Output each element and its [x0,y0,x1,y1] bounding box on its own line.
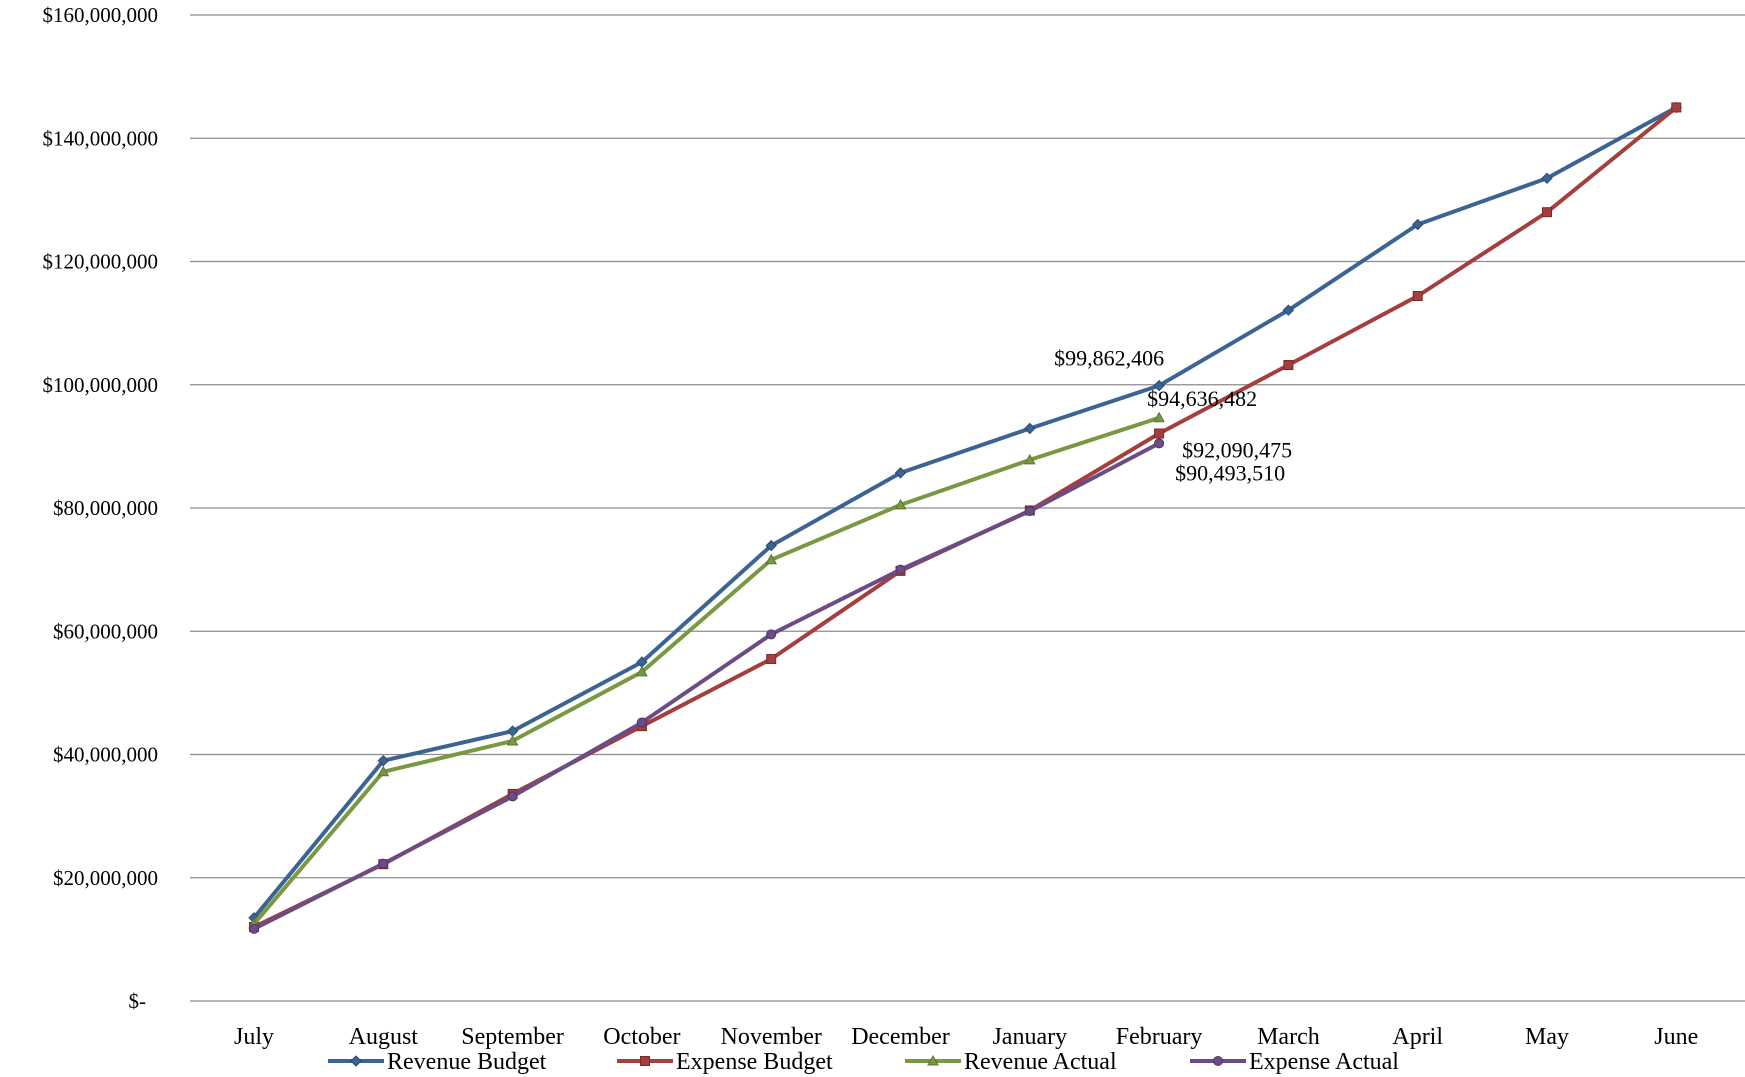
x-tick-label: June [1654,1024,1698,1050]
revenue-budget-point [1024,422,1036,435]
data-labels: $99,862,406 $94,636,482 $92,090,475$90,493… [1054,346,1292,486]
revenue-budget-point [1541,172,1553,185]
revenue-actual-point [636,665,648,677]
expense-budget-point [1283,360,1294,371]
legend-marker [350,1055,362,1067]
x-tick-label: March [1257,1024,1320,1050]
expense-budget-point [1542,207,1552,218]
revenue-budget-point [377,754,390,767]
expense-actual-point [1024,506,1035,517]
x-tick-label: November [721,1024,822,1050]
legend-item-revenue-budget: Revenue Budget [328,1049,547,1075]
x-tick-label: October [603,1024,680,1050]
series-expense-actual [249,438,1165,934]
y-tick-label: $80,000,000 [53,496,158,520]
series-expense-budget [249,102,1682,933]
expense-budget-point [766,653,777,664]
y-tick-label: $- [129,989,147,1013]
x-tick-label: May [1525,1024,1569,1050]
expense-budget-point [1154,428,1165,439]
expense-actual-point [249,923,259,934]
x-tick-label: February [1116,1024,1203,1050]
revenue-budget-point [894,467,907,479]
legend-item-revenue-actual: Revenue Actual [905,1049,1117,1075]
expense-actual-point [766,629,777,640]
x-tick-label: September [461,1024,564,1050]
y-tick-label: $20,000,000 [53,866,158,890]
x-tick-label: January [992,1024,1067,1050]
x-axis: July August September October November Decemb… [234,1024,1698,1050]
expense-actual-point [636,717,647,728]
legend-label: Expense Actual [1249,1049,1399,1075]
expense-actual-point [1154,438,1165,449]
data-label: $99,862,406 [1054,346,1164,371]
expense-actual-line [252,441,1162,931]
series-revenue-budget [248,101,1683,924]
expense-actual-point [378,858,389,869]
series-revenue-actual [248,411,1165,929]
revenue-actual-point [1023,453,1036,465]
expense-actual-point [507,791,518,802]
y-tick-label: $100,000,000 [43,373,159,397]
legend-item-expense-budget: Expense Budget [617,1049,833,1075]
revenue-actual-point [377,765,390,777]
revenue-budget-line [252,105,1679,920]
data-label: $94,636,482 [1147,386,1257,411]
legend-item-expense-actual: Expense Actual [1190,1049,1399,1075]
expense-budget-point [1412,291,1423,302]
series-lines [248,101,1683,934]
legend-marker [1213,1056,1223,1066]
legend-label: Revenue Actual [964,1049,1117,1075]
revenue-budget-point [1153,379,1165,392]
expense-budget-point [1671,102,1682,113]
expense-budget-line [252,105,1679,929]
x-tick-label: December [851,1024,950,1050]
revenue-actual-point [765,553,778,565]
data-label: $92,090,475 [1182,437,1292,462]
revenue-budget-point [765,539,777,552]
y-tick-label: $120,000,000 [43,250,159,274]
data-label: $90,493,510 [1175,460,1285,485]
expense-actual-point [895,564,906,575]
revenue-actual-line [252,415,1162,926]
legend-marker [927,1054,939,1066]
x-tick-label: April [1392,1024,1443,1050]
y-tick-label: $40,000,000 [53,743,158,767]
revenue-actual-point [894,498,907,510]
y-tick-label: $160,000,000 [43,3,159,27]
revenue-actual-point [1153,411,1165,423]
y-tick-label: $60,000,000 [53,619,158,643]
y-axis: $- $20,000,000 $40,000,000 $60,000,000 $80,0… [43,3,159,1013]
revenue-budget-point [1282,304,1295,316]
legend: Revenue Budget Expense Budget Revenue Actu… [328,1049,1399,1075]
y-tick-label: $140,000,000 [43,126,159,150]
legend-label: Expense Budget [676,1049,833,1075]
x-tick-label: August [349,1024,419,1050]
gridlines [190,14,1745,1002]
legend-marker [640,1056,650,1066]
x-tick-label: July [234,1024,274,1050]
legend-label: Revenue Budget [387,1049,547,1075]
revenue-budget-point [1411,218,1424,231]
revenue-actual-point [506,734,519,746]
